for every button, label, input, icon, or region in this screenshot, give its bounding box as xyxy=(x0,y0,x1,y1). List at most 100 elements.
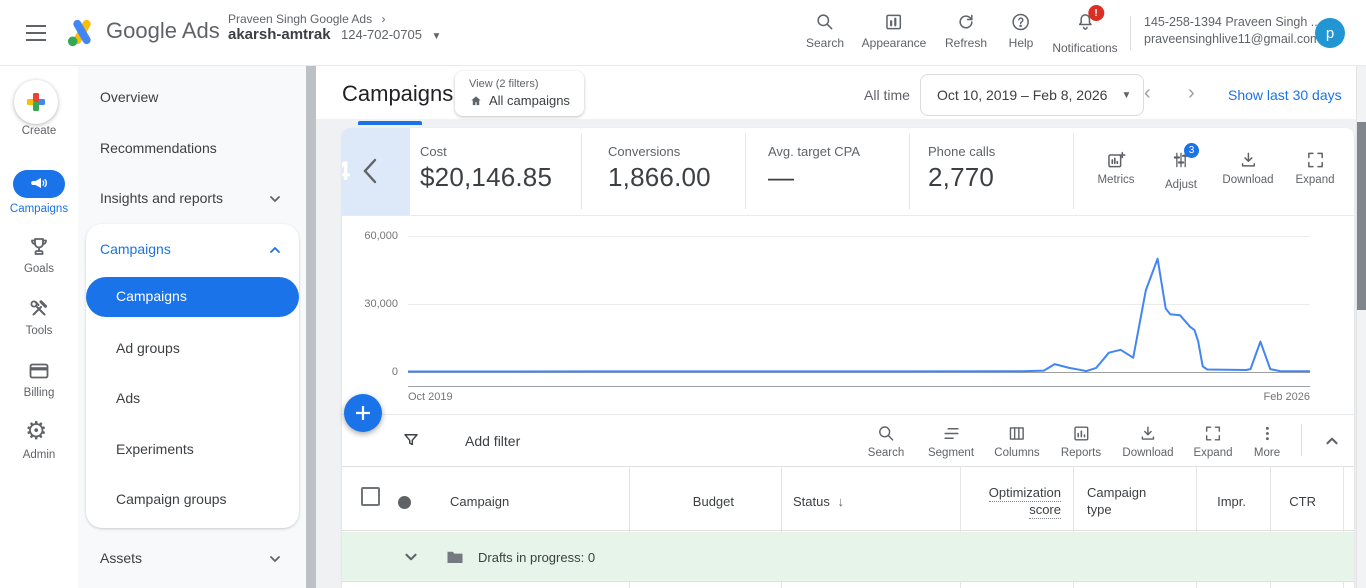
chart-expand-button[interactable]: Expand xyxy=(1295,150,1335,186)
reports-icon xyxy=(1073,426,1089,441)
status-dot-icon[interactable] xyxy=(398,496,411,509)
reports-button[interactable]: Reports xyxy=(1061,424,1101,459)
main-scrollbar-thumb[interactable] xyxy=(1357,122,1366,310)
sidebar-item-ads[interactable]: Ads xyxy=(116,390,141,406)
column-header-optimization-score[interactable]: Optimization score xyxy=(988,485,1061,519)
metrics-carousel-control[interactable]: 4 xyxy=(342,128,410,215)
rail-admin-label: Admin xyxy=(22,449,56,461)
search-icon xyxy=(878,426,894,441)
brand-title: Google Ads xyxy=(106,18,220,43)
sidebar-scrollbar[interactable] xyxy=(306,66,316,588)
view-filter-chip[interactable]: View (2 filters) All campaigns xyxy=(455,71,584,116)
filter-funnel-icon[interactable] xyxy=(402,431,420,454)
create-button[interactable] xyxy=(14,80,58,124)
search-button[interactable]: Search xyxy=(806,12,844,50)
date-range-shortcut: All time xyxy=(864,87,910,103)
sidebar-item-campaigns-selected[interactable]: Campaigns xyxy=(86,277,299,317)
add-filter-button[interactable]: Add filter xyxy=(465,433,521,449)
rail-campaigns-label: Campaigns xyxy=(9,203,69,215)
avatar[interactable]: p xyxy=(1315,18,1345,48)
date-range-select[interactable]: Oct 10, 2019 – Feb 8, 2026 ▼ xyxy=(920,74,1145,116)
download-icon xyxy=(1141,426,1155,440)
table-search-button[interactable]: Search xyxy=(868,424,904,459)
column-header-campaign[interactable]: Campaign xyxy=(450,494,510,509)
drafts-row-label: Drafts in progress: 0 xyxy=(478,550,596,565)
metrics-button-label: Metrics xyxy=(1097,174,1135,186)
table-expand-button[interactable]: Expand xyxy=(1193,424,1233,459)
rail-item-campaigns[interactable] xyxy=(13,170,65,198)
metric-card-cost-value: $20,146.85 xyxy=(420,162,553,192)
sidebar-item-experiments[interactable]: Experiments xyxy=(116,441,194,457)
metrics-scroll-left-icon[interactable] xyxy=(360,158,380,184)
sidebar-campaigns-selected-label: Campaigns xyxy=(116,288,187,304)
sidebar-section-campaigns[interactable]: Campaigns xyxy=(100,241,171,257)
help-button[interactable]: Help xyxy=(1009,12,1033,50)
rail-item-goals[interactable] xyxy=(27,235,51,264)
notifications-button[interactable]: ! Notifications xyxy=(1052,5,1118,55)
rail-goals-label: Goals xyxy=(23,263,55,275)
table-expand-label: Expand xyxy=(1193,447,1233,459)
metric-card-phone-calls-label: Phone calls xyxy=(928,144,996,159)
collapse-toolbar-chevron-icon[interactable] xyxy=(1324,433,1340,454)
column-header-status[interactable]: Status ↓ xyxy=(793,494,844,509)
select-all-checkbox[interactable] xyxy=(361,487,380,506)
chart-expand-label: Expand xyxy=(1295,174,1335,186)
columns-button[interactable]: Columns xyxy=(994,424,1040,459)
menu-icon[interactable] xyxy=(25,24,47,47)
sidebar-item-recommendations[interactable]: Recommendations xyxy=(100,140,217,156)
rail-item-billing[interactable] xyxy=(27,359,51,388)
top-bar: Google Ads Praveen Singh Google Ads › ak… xyxy=(0,0,1366,66)
account-switcher[interactable]: akarsh-amtrak 124-702-0705 ▼ xyxy=(228,26,441,44)
chart-download-label: Download xyxy=(1222,174,1274,186)
folder-icon xyxy=(447,551,463,563)
rail-item-tools[interactable] xyxy=(27,297,51,326)
adjust-button[interactable]: 3 Adjust xyxy=(1165,143,1199,191)
x-tick-start: Oct 2019 xyxy=(408,391,453,403)
sidebar-item-campaign-groups[interactable]: Campaign groups xyxy=(116,491,227,507)
appearance-label: Appearance xyxy=(861,36,927,50)
rail-billing-label: Billing xyxy=(23,387,55,399)
more-button[interactable]: More xyxy=(1254,424,1280,459)
sidebar-item-insights[interactable]: Insights and reports xyxy=(100,190,223,206)
metrics-button[interactable]: Metrics xyxy=(1097,150,1135,186)
carousel-page-indicator: 4 xyxy=(342,156,351,186)
main-scrollbar-track[interactable] xyxy=(1356,66,1366,588)
table-download-button[interactable]: Download xyxy=(1122,424,1174,459)
sidebar-item-overview[interactable]: Overview xyxy=(100,89,159,105)
expand-icon xyxy=(1205,426,1221,441)
campaigns-chevron-up-icon[interactable] xyxy=(268,243,282,262)
gridline-zero xyxy=(408,372,1310,373)
segment-button[interactable]: Segment xyxy=(928,424,974,459)
search-label: Search xyxy=(805,36,845,50)
column-header-budget[interactable]: Budget xyxy=(692,494,734,509)
rail-item-admin[interactable]: ⚙ xyxy=(25,418,47,444)
column-header-campaign-type[interactable]: Campaign type xyxy=(1087,485,1147,517)
sidebar-item-assets[interactable]: Assets xyxy=(100,550,143,566)
breadcrumb[interactable]: Praveen Singh Google Ads › xyxy=(228,12,385,26)
reports-label: Reports xyxy=(1060,447,1102,459)
column-header-ctr[interactable]: CTR xyxy=(1289,494,1316,509)
account-name: akarsh-amtrak xyxy=(228,26,331,43)
navigation-panel: Overview Recommendations Insights and re… xyxy=(78,66,306,588)
table-row-drafts[interactable]: Drafts in progress: 0 xyxy=(342,532,1354,581)
row-chevron-down-icon[interactable] xyxy=(403,549,419,565)
show-last-30-days-link[interactable]: Show last 30 days xyxy=(1228,87,1342,103)
sidebar-item-ad-groups[interactable]: Ad groups xyxy=(116,340,180,356)
gridline-30000 xyxy=(408,304,1310,305)
breadcrumb-account: Praveen Singh Google Ads xyxy=(228,12,373,26)
view-filter-label: View (2 filters) xyxy=(469,78,539,90)
refresh-button[interactable]: Refresh xyxy=(945,12,987,50)
rail-tools-label: Tools xyxy=(25,325,53,337)
appearance-button[interactable]: Appearance xyxy=(861,12,927,50)
add-campaign-fab[interactable] xyxy=(344,394,382,432)
column-header-impressions[interactable]: Impr. xyxy=(1217,494,1246,509)
assets-chevron-down-icon[interactable] xyxy=(268,552,282,571)
insights-chevron-down-icon[interactable] xyxy=(268,192,282,211)
chart-download-button[interactable]: Download xyxy=(1222,150,1274,186)
page-title: Campaigns xyxy=(342,81,454,106)
gear-icon: ⚙ xyxy=(25,417,48,445)
gridline-60000 xyxy=(408,236,1310,237)
date-prev-button[interactable]: ‹ xyxy=(1144,82,1151,104)
segment-icon xyxy=(943,427,959,440)
date-next-button[interactable]: › xyxy=(1188,82,1195,104)
